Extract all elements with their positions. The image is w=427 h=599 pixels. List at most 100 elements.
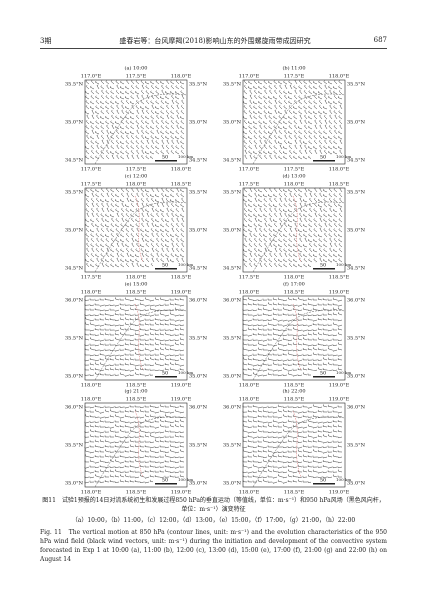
wind-barb bbox=[85, 233, 90, 238]
wind-barb bbox=[90, 238, 95, 243]
wind-barb bbox=[94, 405, 100, 408]
header-rule bbox=[40, 48, 387, 49]
wind-barb bbox=[258, 100, 263, 105]
wind-barb bbox=[155, 85, 160, 90]
wind-barb bbox=[169, 347, 175, 351]
wind-barb bbox=[332, 434, 338, 438]
wind-barb bbox=[156, 187, 160, 193]
wind-barb bbox=[319, 207, 323, 213]
wind-barb bbox=[299, 212, 303, 218]
wind-barb bbox=[294, 222, 298, 228]
wind-barb bbox=[269, 154, 273, 160]
wind-barb bbox=[253, 105, 258, 110]
wind-barb bbox=[129, 475, 135, 478]
wind-barb bbox=[267, 357, 273, 361]
wind-barb bbox=[164, 339, 170, 342]
wind-barb bbox=[100, 223, 105, 228]
wind-barb bbox=[297, 454, 303, 458]
wind-barb bbox=[247, 471, 253, 474]
wind-barb bbox=[180, 238, 185, 243]
wind-barb bbox=[322, 357, 328, 361]
wind-barb bbox=[149, 409, 155, 413]
wind-barb bbox=[273, 125, 278, 130]
wind-barb bbox=[179, 474, 185, 478]
wind-barb bbox=[86, 247, 90, 253]
wind-barb bbox=[179, 424, 185, 428]
wind-barb bbox=[283, 248, 288, 253]
wind-barb bbox=[100, 150, 105, 155]
wind-barb bbox=[144, 363, 150, 366]
wind-barb bbox=[307, 419, 313, 423]
wind-barb bbox=[134, 440, 140, 443]
wind-barb bbox=[252, 121, 258, 125]
wind-barb bbox=[302, 475, 308, 478]
wind-barb bbox=[322, 451, 328, 454]
wind-barb bbox=[322, 368, 328, 371]
wind-barb bbox=[154, 322, 160, 326]
wind-barb bbox=[267, 424, 273, 428]
wind-barb bbox=[262, 430, 268, 433]
wind-barb bbox=[125, 115, 130, 120]
wind-barb bbox=[159, 96, 165, 100]
wind-barb bbox=[85, 193, 90, 198]
wind-barb bbox=[257, 406, 263, 409]
top-tick-label: 117.5°E bbox=[126, 74, 147, 80]
wind-barb bbox=[139, 456, 145, 459]
wind-barb bbox=[332, 297, 338, 301]
wind-barb bbox=[293, 94, 298, 100]
right-tick-label: 35.5°N bbox=[347, 336, 366, 342]
wind-barb bbox=[109, 367, 115, 371]
wind-barb bbox=[136, 262, 140, 268]
wind-barb bbox=[292, 475, 298, 478]
wind-barb bbox=[317, 317, 323, 321]
wind-barb bbox=[287, 349, 293, 352]
wind-barb bbox=[130, 203, 135, 208]
wind-barb bbox=[338, 145, 343, 150]
wind-barb bbox=[274, 129, 278, 135]
wind-barb bbox=[104, 367, 110, 371]
wind-barb bbox=[124, 460, 130, 463]
wind-barb bbox=[308, 95, 313, 100]
wind-barb bbox=[287, 446, 293, 448]
wind-barb bbox=[136, 227, 140, 233]
wind-barb bbox=[302, 449, 308, 453]
wind-barb bbox=[139, 460, 145, 463]
wind-barb bbox=[139, 364, 145, 367]
wind-barb bbox=[258, 223, 263, 228]
wind-barb bbox=[338, 258, 343, 263]
right-tick-label: 35.5°N bbox=[347, 82, 366, 88]
wind-barb bbox=[139, 334, 145, 337]
wind-barb bbox=[257, 342, 263, 346]
wind-barb bbox=[105, 90, 110, 95]
wind-barb bbox=[149, 194, 155, 198]
wind-barb bbox=[282, 303, 288, 306]
wind-barb bbox=[149, 449, 155, 453]
wind-barb bbox=[99, 411, 105, 414]
wind-barb bbox=[104, 364, 110, 367]
boundary bbox=[94, 201, 188, 273]
wind-barb bbox=[273, 238, 278, 243]
wind-barb bbox=[327, 454, 333, 458]
wind-barb bbox=[333, 120, 338, 125]
wind-barb bbox=[322, 313, 328, 316]
wind-barb bbox=[94, 449, 100, 453]
left-tick-label: 35.5°N bbox=[65, 443, 84, 449]
wind-barb bbox=[110, 243, 115, 248]
wind-barb bbox=[154, 358, 160, 361]
wind-barb bbox=[130, 217, 135, 223]
wind-barb bbox=[141, 84, 145, 90]
wind-barb bbox=[104, 435, 110, 438]
wind-barb bbox=[149, 318, 155, 321]
wind-barb bbox=[299, 237, 303, 243]
wind-barb bbox=[106, 139, 110, 145]
wind-barb bbox=[149, 425, 155, 428]
wind-barb bbox=[120, 248, 125, 253]
wind-barb bbox=[84, 405, 90, 408]
wind-barb bbox=[160, 110, 165, 115]
wind-barb bbox=[272, 353, 278, 356]
wind-barb bbox=[252, 333, 258, 336]
wind-barb bbox=[105, 263, 110, 268]
wind-barb bbox=[242, 420, 248, 423]
wind-barb bbox=[134, 459, 140, 463]
wind-barb bbox=[94, 339, 100, 342]
